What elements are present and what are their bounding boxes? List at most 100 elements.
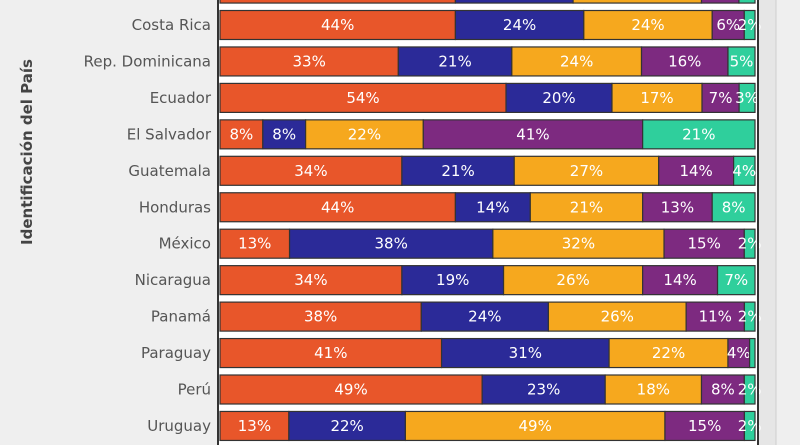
data-label: 24% — [468, 308, 501, 326]
bar-segment — [716, 265, 756, 296]
bar-segment — [685, 301, 746, 332]
data-label: 2% — [738, 235, 762, 253]
data-label: 2% — [738, 308, 762, 326]
data-label: 38% — [375, 235, 408, 253]
data-label: 5% — [730, 52, 754, 70]
bar-segment — [219, 155, 403, 186]
data-label: 49% — [334, 381, 367, 399]
bar-row: 49% 23% 18% 8% 2% — [219, 374, 762, 405]
data-label: 11% — [699, 308, 732, 326]
category-label: Costa Rica — [132, 16, 211, 34]
category-label: Perú — [178, 381, 211, 399]
data-label: 34% — [294, 271, 327, 289]
bar-segment — [397, 46, 513, 77]
bar-segment — [219, 265, 403, 296]
right-panel-strip — [758, 0, 776, 445]
category-label: El Salvador — [127, 125, 212, 143]
data-label: 14% — [476, 198, 509, 216]
bar-row: 44% 14% 21% 13% 8% — [219, 192, 756, 223]
data-label: 38% — [304, 308, 337, 326]
data-label: 15% — [688, 417, 721, 435]
bar-segment — [738, 0, 756, 4]
bar-row: 44%22%24%7%3% — [219, 0, 756, 4]
bar-segment — [219, 46, 399, 77]
bar-segment — [529, 192, 644, 223]
y-axis-title: Identificación del País — [18, 59, 36, 245]
bar-segment — [404, 410, 666, 442]
bar-segment — [732, 155, 756, 186]
data-label: 4% — [727, 344, 751, 362]
bar-segment — [748, 337, 756, 369]
bar-segment — [440, 337, 610, 369]
bar-segment — [420, 301, 550, 332]
data-label: 14% — [663, 271, 696, 289]
data-label: 41% — [314, 344, 347, 362]
data-label: 24% — [503, 16, 536, 34]
data-label: 8% — [722, 198, 746, 216]
bar-segment — [262, 119, 307, 150]
bar-segment — [481, 374, 606, 405]
category-label: Ecuador — [150, 89, 212, 107]
bar-segment — [288, 228, 494, 259]
data-label: 24% — [560, 52, 593, 70]
data-label: 21% — [682, 125, 715, 143]
bar-row: 8% 8% 22% 41% 21% — [219, 119, 756, 150]
bar-segment — [663, 228, 745, 259]
bar-segment — [288, 410, 406, 442]
bar-segment — [572, 0, 703, 4]
category-label: Rep. Dominicana — [84, 52, 211, 70]
bar-segment — [219, 410, 290, 442]
data-label: 20% — [542, 89, 575, 107]
data-label: 27% — [570, 162, 603, 180]
bar-segment — [219, 337, 443, 369]
bar-row: 34% 19% 26% 14% 7% — [219, 265, 756, 296]
bar-segment — [700, 374, 745, 405]
data-label: 24% — [631, 16, 664, 34]
category-label: Paraguay — [141, 344, 211, 362]
bar-segment — [743, 410, 756, 442]
bar-segment — [711, 192, 756, 223]
data-label: 4% — [732, 162, 756, 180]
bar-segment — [711, 9, 745, 41]
bar-segment — [640, 46, 729, 77]
data-label: 13% — [238, 235, 271, 253]
data-label: 44% — [321, 198, 354, 216]
data-label: 41% — [516, 125, 549, 143]
data-label: 49% — [519, 417, 552, 435]
bar-row: 13% 38% 32% 15% 2% — [219, 228, 762, 259]
bar-segment — [454, 9, 585, 41]
bar-segment — [401, 265, 505, 296]
category-label: Panamá — [151, 308, 211, 326]
bar-segment — [422, 119, 644, 150]
data-label: 14% — [679, 162, 712, 180]
bar-segment — [642, 119, 756, 150]
data-label: 7% — [724, 271, 748, 289]
data-label: 15% — [688, 235, 721, 253]
data-label: 26% — [601, 308, 634, 326]
data-label: 33% — [292, 52, 325, 70]
bar-segment — [608, 337, 729, 369]
bar-row: 38% 24% 26% 11% 2% — [219, 301, 762, 332]
bar-segment — [727, 46, 756, 77]
bar-segment — [743, 9, 756, 41]
bar-segment — [743, 301, 756, 332]
data-label: 21% — [438, 52, 471, 70]
bar-segment — [219, 0, 456, 4]
bar-segment — [401, 155, 515, 186]
data-label: 19% — [436, 271, 469, 289]
bar-row: 34% 21% 27% 14% 4% — [219, 155, 756, 186]
bar-segment — [583, 9, 713, 41]
data-label: 21% — [570, 198, 603, 216]
bar-row: 33% 21% 24% 16% 5% — [219, 46, 756, 77]
data-label: 18% — [637, 381, 670, 399]
data-label: 34% — [294, 162, 327, 180]
data-label: 22% — [652, 344, 685, 362]
data-label: 2% — [738, 417, 762, 435]
bars-group: 44%22%24%7%3%44%24%24%6%2%33%21%24%16%5%… — [219, 0, 762, 442]
data-label: 2% — [738, 16, 762, 34]
data-label: 31% — [509, 344, 542, 362]
bar-segment — [701, 82, 740, 114]
bar-row: 41% 31% 22% 4% — [219, 337, 756, 369]
data-label: 21% — [441, 162, 474, 180]
